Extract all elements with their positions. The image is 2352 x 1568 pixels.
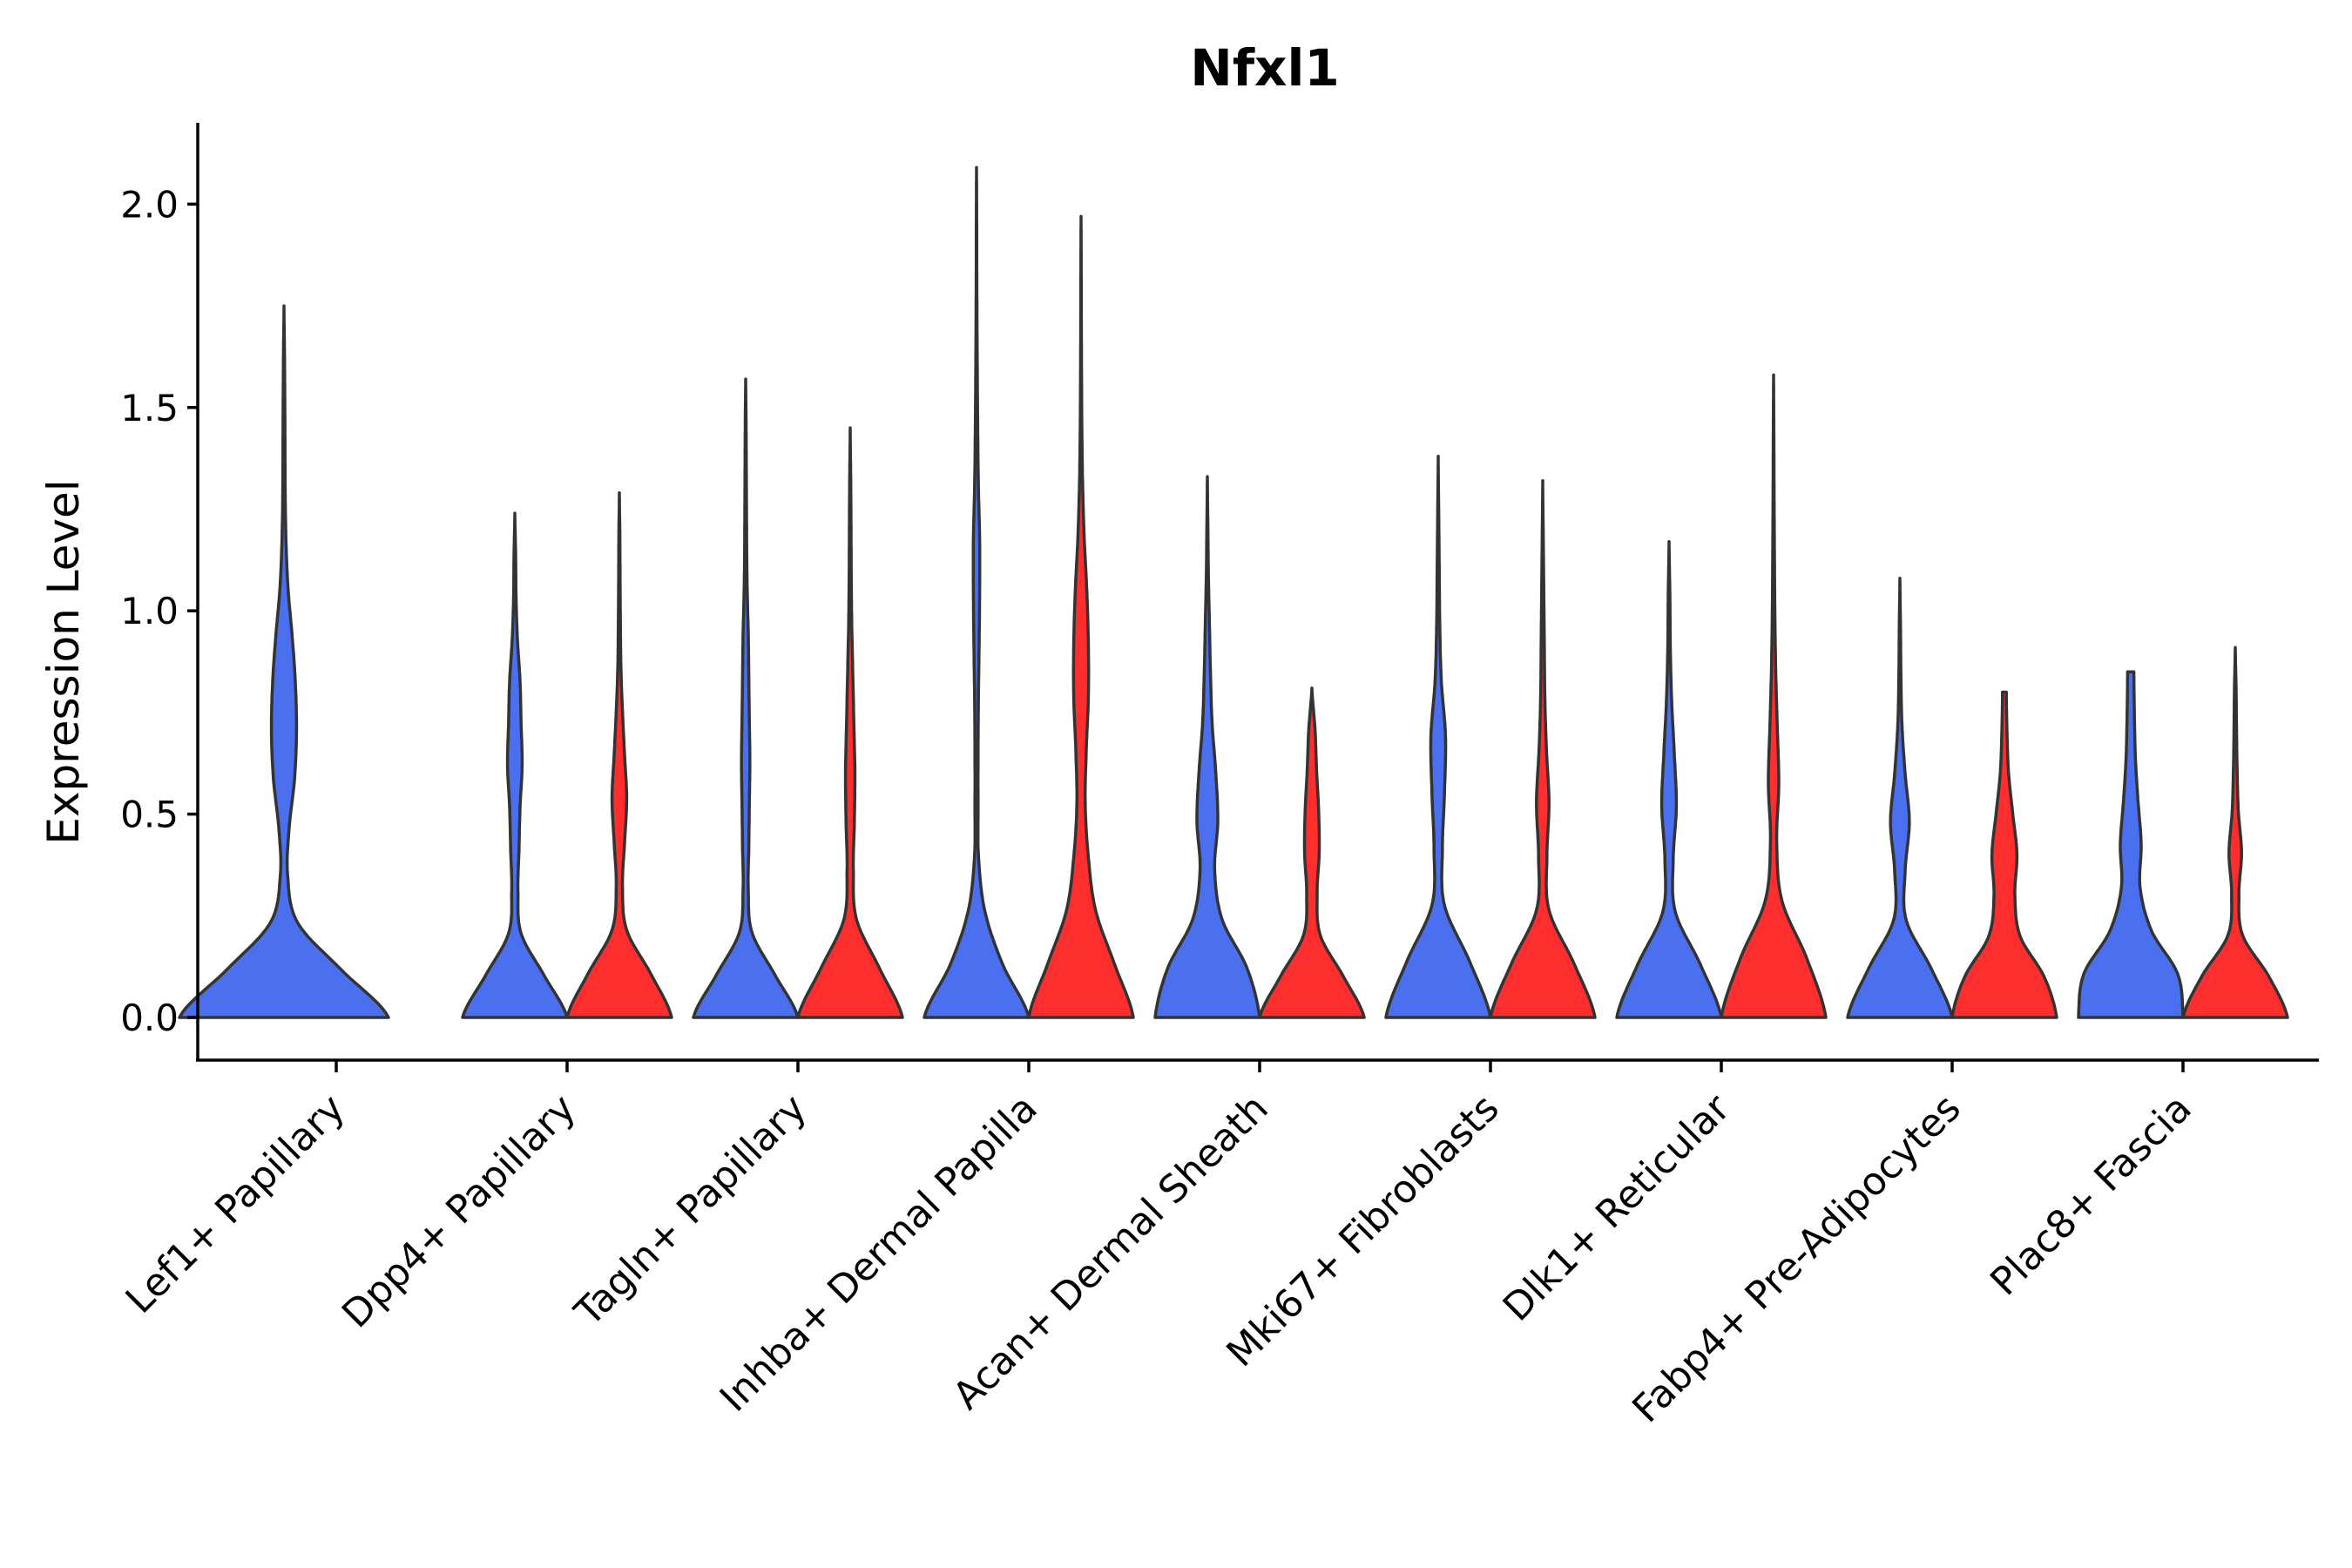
violin-mki67-fibroblasts-red	[1489, 479, 1597, 1019]
violin-inhba-dermal-papilla-red	[1027, 214, 1135, 1019]
violin-mki67-fibroblasts-blue	[1384, 455, 1492, 1019]
violin-tagln-papillary-blue	[692, 377, 800, 1019]
violin-dpp4-papillary-blue	[461, 511, 569, 1019]
violin-tagln-papillary-red	[796, 426, 904, 1019]
violin-dlk1-reticular-red	[1720, 373, 1828, 1019]
x-tick-label-dlk1-reticular: Dlk1+ Reticular	[1495, 1085, 1740, 1330]
violin-lef1-papillary-blue	[178, 304, 390, 1019]
x-tick-label-lef1-papillary: Lef1+ Papillary	[118, 1086, 354, 1322]
y-tick-label: 2.0	[120, 183, 179, 226]
y-tick-label: 0.0	[120, 997, 179, 1039]
violin-dlk1-reticular-blue	[1615, 540, 1723, 1019]
violin-inhba-dermal-papilla-blue	[923, 166, 1031, 1019]
x-tick-label-dpp4-papillary: Dpp4+ Papillary	[334, 1086, 585, 1337]
x-tick-label-plac8-fascia: Plac8+ Fascia	[1982, 1086, 2200, 1305]
violin-fabp4-pre-adipocytes-red	[1950, 690, 2058, 1019]
y-tick-label: 0.5	[120, 794, 179, 836]
y-axis-title: Expression Level	[38, 479, 89, 844]
y-tick-label: 1.5	[120, 387, 179, 429]
y-axis-ticks: 0.0 0.5 1.0 1.5 2.0	[120, 183, 198, 1039]
x-tick-label-tagln-papillary: Tagln+ Papillary	[566, 1086, 815, 1335]
violin-dpp4-papillary-red	[565, 491, 673, 1019]
y-tick-label: 1.0	[120, 590, 179, 632]
violin-plac8-fascia-red	[2181, 645, 2289, 1019]
plot-area	[178, 166, 2289, 1019]
violin-plac8-fascia-blue	[2077, 670, 2185, 1019]
chart-title: Nfxl1	[1190, 38, 1339, 98]
violin-acan-dermal-sheath-red	[1258, 686, 1366, 1019]
violin-fabp4-pre-adipocytes-blue	[1846, 577, 1954, 1019]
violin-acan-dermal-sheath-blue	[1153, 475, 1261, 1019]
